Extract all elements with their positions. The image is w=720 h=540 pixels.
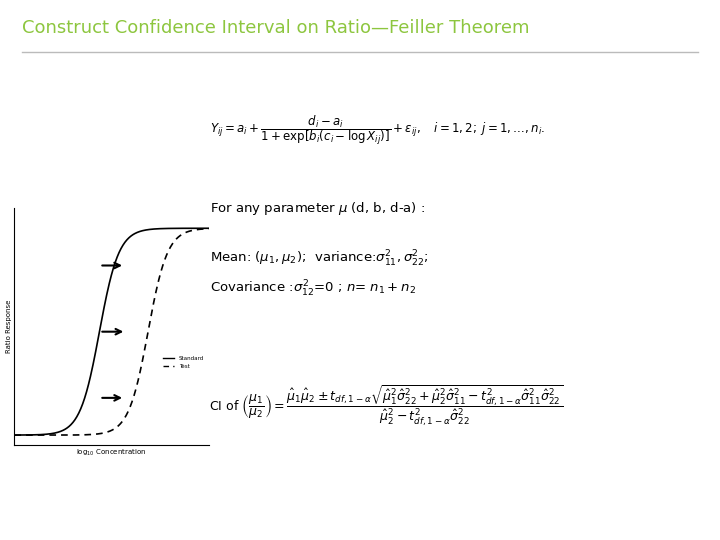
Text: Covariance :$\sigma^2_{12}$=0 ; $n$= $n_1 + n_2$: Covariance :$\sigma^2_{12}$=0 ; $n$= $n_… (210, 279, 416, 299)
Y-axis label: Ratio Response: Ratio Response (6, 300, 12, 353)
Text: abbvie: abbvie (22, 513, 69, 526)
Text: Construct Confidence Interval on Ratio—Feiller Theorem: Construct Confidence Interval on Ratio—F… (22, 19, 529, 37)
Text: $(1 - 2\alpha)$ CI of $\left(\dfrac{\mu_1}{\mu_2}\right) = \dfrac{\hat{\mu}_1 \h: $(1 - 2\alpha)$ CI of $\left(\dfrac{\mu_… (156, 383, 564, 428)
Text: Mean: $(\mu_1, \mu_2)$;  variance:$\sigma^2_{11},\sigma^2_{22}$;: Mean: $(\mu_1, \mu_2)$; variance:$\sigma… (210, 248, 428, 269)
Text: 22: 22 (688, 515, 700, 525)
X-axis label: log$_{10}$ Concentration: log$_{10}$ Concentration (76, 448, 147, 458)
Text: For any parameter $\mu$ (d, b, d-a) :: For any parameter $\mu$ (d, b, d-a) : (210, 200, 426, 217)
Text: $Y_{ij} = a_i + \dfrac{d_i - a_i}{1 + \exp[b_i(c_i - \log X_{ij})]} + \epsilon_{: $Y_{ij} = a_i + \dfrac{d_i - a_i}{1 + \e… (210, 113, 545, 147)
Legend: Standard, Test: Standard, Test (161, 354, 206, 371)
Text: Process Comparison| May 2016 | MBSW Meeting: Process Comparison| May 2016 | MBSW Meet… (454, 515, 672, 524)
